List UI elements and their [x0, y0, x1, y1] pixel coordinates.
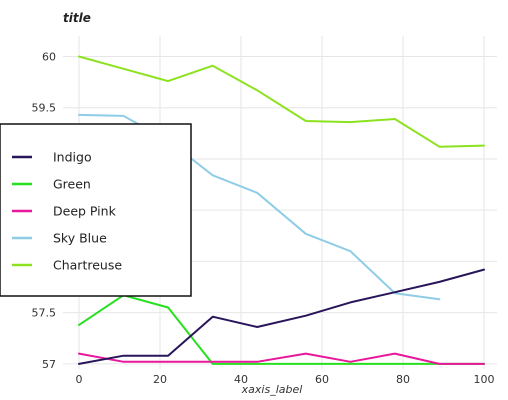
y-tick-label: 60: [42, 50, 56, 63]
series-line-chartreuse: [78, 55, 485, 148]
y-tick-label: 57.5: [32, 307, 57, 320]
legend-label: Sky Blue: [53, 231, 107, 246]
legend-label: Indigo: [53, 150, 92, 165]
legend-entries: Indigo Green Deep Pink Sky Blue Chartreuse: [12, 150, 122, 273]
x-tick-label: 80: [396, 373, 410, 386]
series-line-deep-pink: [78, 352, 485, 365]
legend-label: Deep Pink: [53, 204, 117, 219]
chart-title: title: [63, 11, 91, 25]
legend-label: Chartreuse: [53, 258, 122, 273]
legend-item-deep-pink: Deep Pink: [12, 204, 117, 219]
x-tick-label: 0: [76, 373, 83, 386]
x-axis-title: xaxis_label: [241, 383, 303, 396]
x-tick-label: 40: [234, 373, 248, 386]
legend-item-sky-blue: Sky Blue: [12, 231, 107, 246]
legend-item-green: Green: [12, 177, 91, 192]
y-tick-label: 59.5: [32, 102, 57, 115]
x-tick-labels: 0 20 40 60 80 100: [76, 373, 495, 386]
y-tick-label: 57: [42, 358, 56, 371]
x-tick-label: 100: [474, 373, 495, 386]
legend-label: Green: [53, 177, 91, 192]
x-tick-label: 20: [153, 373, 167, 386]
series-line-indigo: [78, 268, 485, 365]
legend-item-chartreuse: Chartreuse: [12, 258, 122, 273]
legend: Indigo Green Deep Pink Sky Blue Chartreuse: [0, 123, 192, 297]
legend-item-indigo: Indigo: [12, 150, 92, 165]
x-tick-label: 60: [315, 373, 329, 386]
series-line-green: [78, 294, 485, 365]
